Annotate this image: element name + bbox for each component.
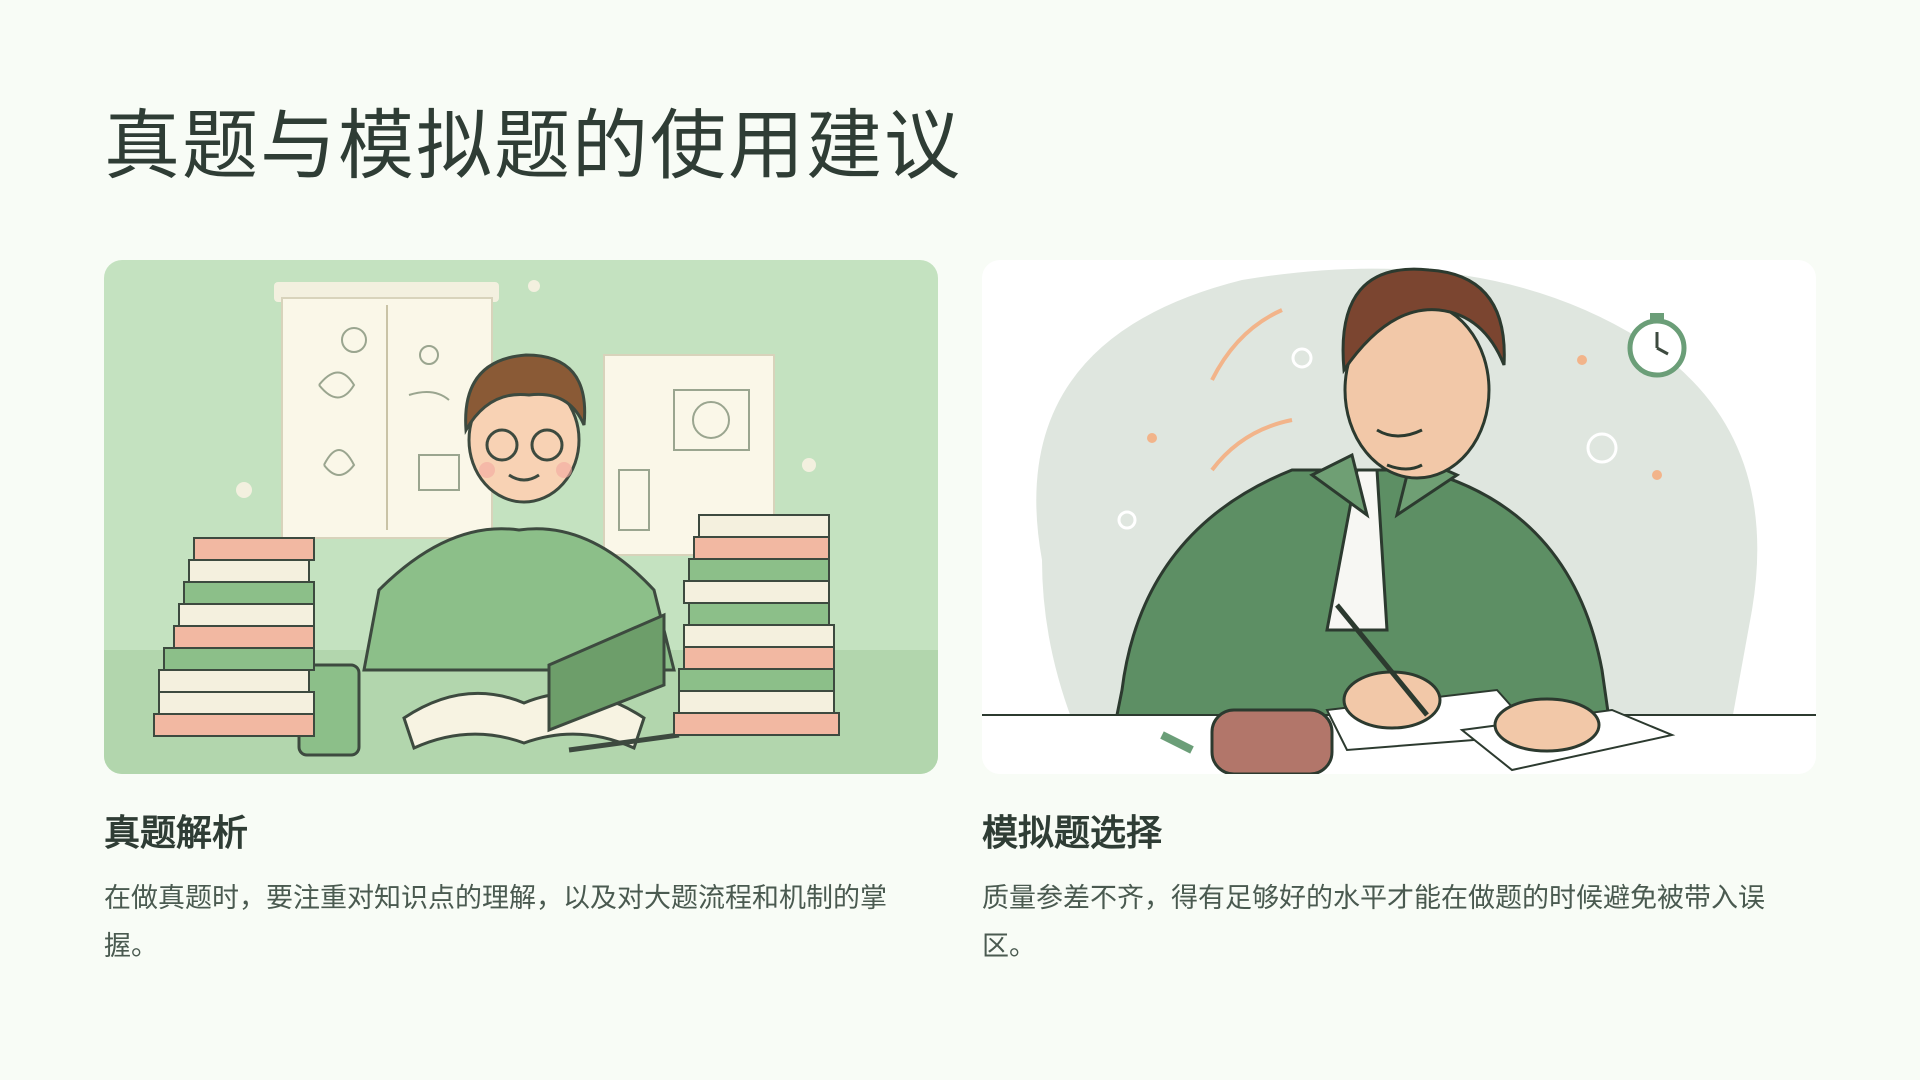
card-description-mock-questions: 质量参差不齐，得有足够好的水平才能在做题的时候避免被带入误区。 [982, 883, 1765, 963]
stopwatch-icon [1627, 313, 1687, 378]
card-image-student-studying [104, 260, 938, 774]
card-true-questions: 真题解析 在做真题时，要注重对知识点的理解，以及对大题流程和机制的掌握。 [104, 260, 938, 971]
page-title: 真题与模拟题的使用建议 [104, 101, 962, 190]
man-writing-exam-illustration [982, 260, 1816, 774]
student-studying-illustration [104, 260, 938, 774]
card-heading-mock-questions: 模拟题选择 [982, 812, 1163, 854]
card-description-true-questions: 在做真题时，要注重对知识点的理解，以及对大题流程和机制的掌握。 [104, 883, 887, 963]
card-image-man-writing [982, 260, 1816, 774]
card-heading-true-questions: 真题解析 [104, 812, 249, 854]
card-mock-questions: 模拟题选择 质量参差不齐，得有足够好的水平才能在做题的时候避免被带入误区。 [982, 260, 1816, 971]
